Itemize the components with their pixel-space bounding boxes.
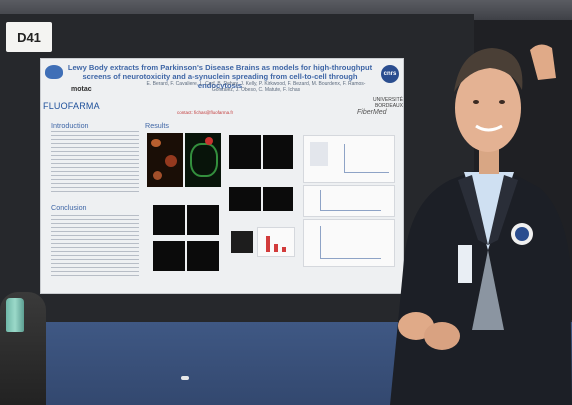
microscopy-image-10 xyxy=(187,241,219,271)
microscopy-image-4 xyxy=(263,135,293,169)
poster-contact: contact: fichas@fluofarma.fr xyxy=(177,110,234,115)
results-graph-2 xyxy=(303,185,395,217)
section-introduction: Introduction xyxy=(51,121,89,130)
microscopy-image-8 xyxy=(187,205,219,235)
bar-chart-panel xyxy=(257,227,295,257)
section-conclusion: Conclusion xyxy=(51,203,87,212)
presenter-person xyxy=(390,44,572,405)
fluofarma-logo: FLUOFARMA xyxy=(43,101,100,111)
water-bottle xyxy=(6,298,24,332)
cnrs-logo: cnrs xyxy=(381,65,399,83)
microscopy-image-6 xyxy=(263,187,293,211)
microscopy-image-3 xyxy=(229,135,261,169)
research-poster: motac FLUOFARMA Lewy Body extracts from … xyxy=(40,58,404,294)
university-logo: UNIVERSITÉ BORDEAUX xyxy=(372,97,403,109)
motac-logo: motac xyxy=(71,86,92,93)
section-results: Results xyxy=(145,121,169,130)
poster-title: Lewy Body extracts from Parkinson's Dise… xyxy=(67,63,373,90)
introduction-text xyxy=(51,131,139,195)
fibermed-logo: FiberMed xyxy=(357,109,387,116)
poster-authors: E. Berard, F. Cavaliere, L. Cerf, B. Deh… xyxy=(146,81,366,93)
microscopy-image-5 xyxy=(229,187,261,211)
results-graph-1 xyxy=(303,135,395,183)
microscopy-grid xyxy=(231,231,253,253)
institute-logo xyxy=(45,65,63,79)
microscopy-image-9 xyxy=(153,241,185,271)
microscopy-image-2 xyxy=(185,133,221,187)
floor-debris xyxy=(181,376,189,380)
conclusion-text xyxy=(51,215,139,279)
microscopy-image-1 xyxy=(147,133,183,187)
microscopy-image-7 xyxy=(153,205,185,235)
results-graph-3 xyxy=(303,219,395,267)
booth-number-tag: D41 xyxy=(6,22,52,52)
